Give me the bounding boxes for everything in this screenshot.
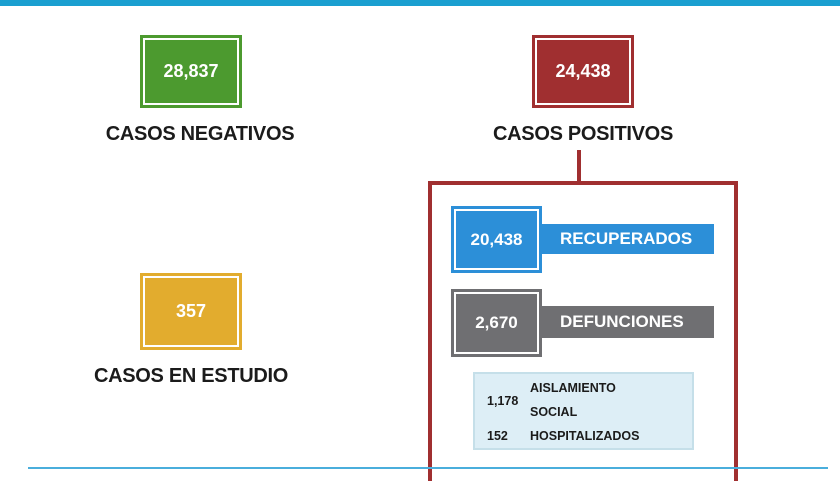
isolation-value: 1,178 (487, 394, 519, 408)
deaths-value: 2,670 (475, 313, 518, 332)
positive-cases-label: CASOS POSITIVOS (493, 123, 673, 145)
bottom-divider-line (28, 467, 828, 469)
recovered-value: 20,438 (470, 229, 523, 249)
isolation-label-line2: SOCIAL (530, 405, 578, 419)
details-panel: 1,178 AISLAMIENTO SOCIAL 152 HOSPITALIZA… (473, 372, 694, 450)
positive-cases-box: 24,438 (532, 35, 634, 108)
deaths-box-border (454, 292, 539, 354)
positive-cases-box-border (535, 38, 631, 105)
deaths-box: 2,670 (451, 289, 542, 357)
deaths-label: DEFUNCIONES (560, 312, 684, 331)
isolation-label-line1: AISLAMIENTO (530, 381, 616, 395)
hospitalized-value: 152 (487, 429, 508, 443)
study-cases-label: CASOS EN ESTUDIO (93, 365, 289, 387)
study-cases-box: 357 (140, 273, 242, 350)
negative-cases-label: CASOS NEGATIVOS (105, 123, 295, 145)
recovered-strip: RECUPERADOS (520, 224, 714, 254)
positive-cases-value: 24,438 (555, 61, 611, 81)
recovered-label: RECUPERADOS (560, 229, 693, 248)
top-accent-bar (0, 0, 840, 6)
study-cases-value: 357 (175, 301, 207, 321)
negative-cases-box-border (143, 38, 239, 105)
negative-cases-box: 28,837 (140, 35, 242, 108)
positive-breakdown-connector (577, 150, 581, 183)
recovered-box-border (454, 209, 539, 270)
negative-cases-value: 28,837 (163, 61, 219, 81)
positive-breakdown-frame (428, 181, 738, 481)
hospitalized-label: HOSPITALIZADOS (530, 429, 640, 443)
deaths-strip: DEFUNCIONES (520, 306, 714, 338)
study-cases-box-border (143, 276, 239, 347)
recovered-box: 20,438 (451, 206, 542, 273)
